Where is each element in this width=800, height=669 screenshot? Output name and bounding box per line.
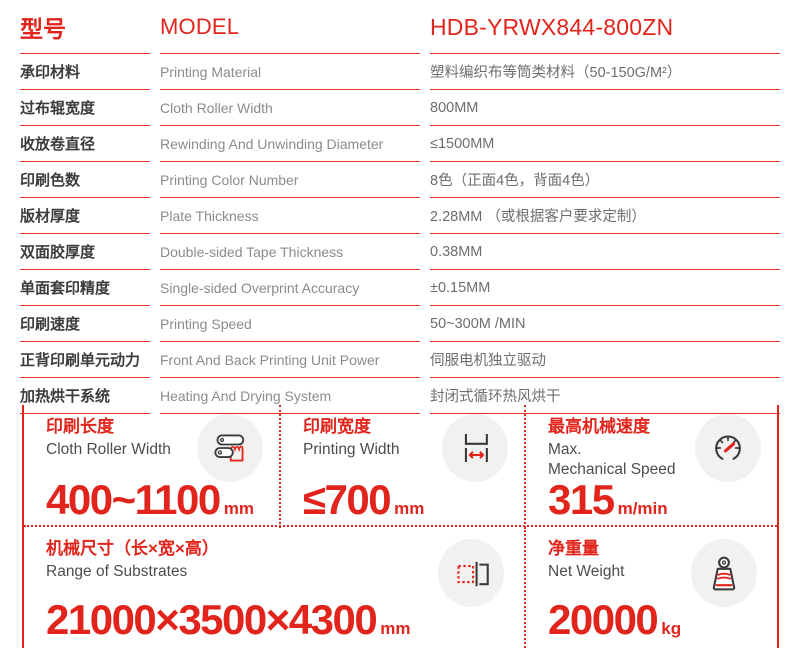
row-value: ≤1500MM: [430, 126, 780, 162]
row-label-en: Single-sided Overprint Accuracy: [160, 270, 420, 306]
row-value: 塑料编织布等筒类材料（50-150G/M²）: [430, 54, 780, 90]
row-value: 伺服电机独立驱动: [430, 342, 780, 378]
spec-table: 型号 MODEL HDB-YRWX844-800ZN 承印材料 Printing…: [20, 6, 780, 414]
card-unit: m/min: [617, 499, 668, 519]
row-label-cn: 收放卷直径: [20, 126, 150, 162]
card-value: 315: [548, 476, 615, 524]
header-label-en: MODEL: [160, 6, 420, 54]
card-title: 净重量: [548, 539, 599, 558]
table-row: 过布辊宽度 Cloth Roller Width 800MM: [20, 90, 780, 126]
card-value: ≤700: [303, 476, 392, 524]
table-row: 双面胶厚度 Double-sided Tape Thickness 0.38MM: [20, 234, 780, 270]
table-row: 印刷速度 Printing Speed 50~300M /MIN: [20, 306, 780, 342]
table-row: 加热烘干系统 Heating And Drying System 封闭式循环热风…: [20, 378, 780, 414]
row-label-en: Cloth Roller Width: [160, 90, 420, 126]
header-model-value: HDB-YRWX844-800ZN: [430, 6, 780, 54]
card-subtitle: Net Weight: [548, 562, 625, 580]
row-label-cn: 版材厚度: [20, 198, 150, 234]
dimensions-icon: [438, 539, 504, 607]
table-row: 承印材料 Printing Material 塑料编织布等筒类材料（50-150…: [20, 54, 780, 90]
table-row: 正背印刷单元动力 Front And Back Printing Unit Po…: [20, 342, 780, 378]
row-label-en: Printing Color Number: [160, 162, 420, 198]
card-title: 最高机械速度: [548, 417, 650, 436]
row-label-en: Front And Back Printing Unit Power: [160, 342, 420, 378]
card-value-line: 400~1100 mm: [46, 476, 279, 524]
row-label-cn: 印刷色数: [20, 162, 150, 198]
card-value: 20000: [548, 596, 659, 644]
card-subtitle: Printing Width: [303, 440, 400, 458]
card-subtitle: Range of Substrates: [46, 562, 188, 580]
row-label-cn: 承印材料: [20, 54, 150, 90]
rollers-icon: [197, 414, 263, 482]
card-machine-dimensions: 机械尺寸（长×宽×高） Range of Substrates 21000×35…: [24, 527, 524, 648]
table-row: 印刷色数 Printing Color Number 8色（正面4色，背面4色）: [20, 162, 780, 198]
card-printing-width: 印刷宽度 Printing Width ≤700 mm: [279, 405, 524, 529]
row-label-en: Plate Thickness: [160, 198, 420, 234]
row-label-en: Rewinding And Unwinding Diameter: [160, 126, 420, 162]
row-label-cn: 印刷速度: [20, 306, 150, 342]
table-header-row: 型号 MODEL HDB-YRWX844-800ZN: [20, 6, 780, 54]
width-icon: [442, 414, 508, 482]
dotted-divider: [24, 525, 777, 527]
card-printing-length: 印刷长度 Cloth Roller Width 400~1100 m: [24, 405, 279, 528]
card-unit: mm: [223, 499, 254, 519]
row-label-en: Heating And Drying System: [160, 378, 420, 414]
row-label-cn: 正背印刷单元动力: [20, 342, 150, 378]
row-value: 50~300M /MIN: [430, 306, 780, 342]
card-title: 机械尺寸（长×宽×高）: [46, 539, 219, 558]
card-subtitle: Cloth Roller Width: [46, 440, 171, 458]
card-value: 400~1100: [46, 476, 221, 524]
row-value: 封闭式循环热风烘干: [430, 378, 780, 414]
header-label-cn: 型号: [20, 6, 150, 54]
card-unit: mm: [394, 499, 425, 519]
row-label-en: Double-sided Tape Thickness: [160, 234, 420, 270]
card-unit: kg: [661, 619, 682, 639]
card-value-line: 315 m/min: [548, 476, 777, 524]
row-label-cn: 单面套印精度: [20, 270, 150, 306]
card-title: 印刷宽度: [303, 417, 371, 436]
highlight-cards-section: 印刷长度 Cloth Roller Width 400~1100 m: [22, 405, 779, 648]
row-label-cn: 过布辊宽度: [20, 90, 150, 126]
speedometer-icon: [695, 414, 761, 482]
row-label-cn: 加热烘干系统: [20, 378, 150, 414]
cards-row-1: 印刷长度 Cloth Roller Width 400~1100 m: [24, 405, 777, 529]
table-row: 收放卷直径 Rewinding And Unwinding Diameter ≤…: [20, 126, 780, 162]
row-value: ±0.15MM: [430, 270, 780, 306]
row-label-cn: 双面胶厚度: [20, 234, 150, 270]
row-value: 0.38MM: [430, 234, 780, 270]
card-net-weight: 净重量 Net Weight 20000 kg: [524, 527, 777, 648]
row-value: 800MM: [430, 90, 780, 126]
card-title: 印刷长度: [46, 417, 114, 436]
card-subtitle: Max. Mechanical Speed: [548, 440, 676, 479]
card-value: 21000×3500×4300: [46, 596, 378, 644]
row-label-en: Printing Speed: [160, 306, 420, 342]
card-value-line: ≤700 mm: [303, 476, 524, 524]
table-row: 版材厚度 Plate Thickness 2.28MM （或根据客户要求定制）: [20, 198, 780, 234]
table-row: 单面套印精度 Single-sided Overprint Accuracy ±…: [20, 270, 780, 306]
row-value: 2.28MM （或根据客户要求定制）: [430, 198, 780, 234]
card-unit: mm: [380, 619, 411, 639]
card-value-line: 20000 kg: [548, 596, 777, 644]
cards-row-2: 机械尺寸（长×宽×高） Range of Substrates 21000×35…: [24, 527, 777, 648]
card-max-speed: 最高机械速度 Max. Mechanical Speed 315 m/min: [524, 405, 777, 529]
weight-icon: [691, 539, 757, 607]
row-label-en: Printing Material: [160, 54, 420, 90]
row-value: 8色（正面4色，背面4色）: [430, 162, 780, 198]
card-value-line: 21000×3500×4300 mm: [46, 596, 524, 644]
